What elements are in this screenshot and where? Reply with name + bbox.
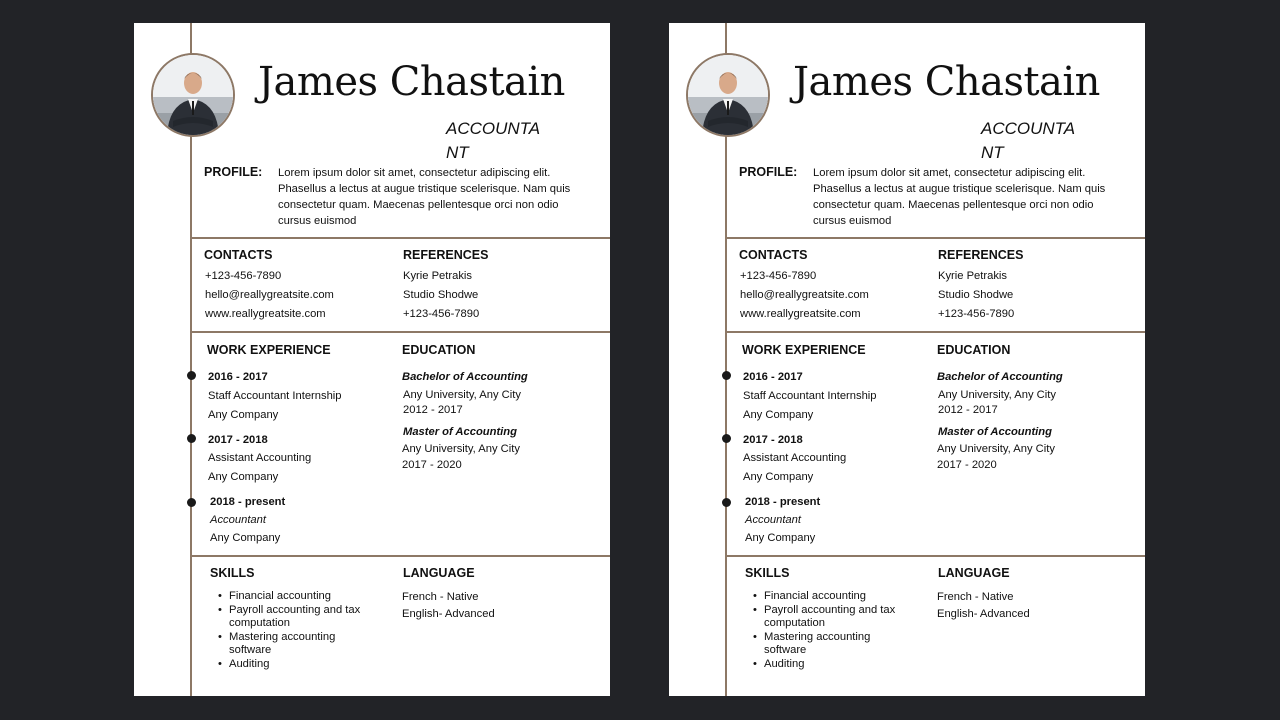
reference-phone: +123-456-7890: [938, 308, 1015, 320]
profile-label: PROFILE:: [204, 165, 263, 179]
skill-item: Auditing: [218, 658, 378, 672]
contact-website: www.reallygreatsite.com: [205, 308, 326, 320]
candidate-name: James Chastain: [793, 59, 1100, 105]
language-heading: LANGUAGE: [403, 566, 475, 580]
profile-text: Lorem ipsum dolor sit amet, consectetur …: [278, 167, 571, 227]
timeline-dot: [187, 434, 196, 443]
work-experience-heading: WORK EXPERIENCE: [207, 343, 331, 357]
work-company: Any Company: [743, 471, 814, 483]
contact-phone: +123-456-7890: [205, 270, 282, 282]
education-degree: Bachelor of Accounting: [937, 371, 1063, 383]
education-school: Any University, Any City: [403, 389, 521, 401]
contacts-heading: CONTACTS: [739, 248, 808, 262]
language-heading: LANGUAGE: [938, 566, 1010, 580]
timeline-vertical-line: [725, 23, 727, 696]
skill-item: Auditing: [753, 658, 913, 672]
resume-page-preview-1: James Chastain ACCOUNTANT PROFILE: Lorem…: [134, 23, 610, 696]
language-item: French - Native: [937, 591, 1014, 603]
contacts-heading: CONTACTS: [204, 248, 273, 262]
work-period: 2017 - 2018: [208, 434, 268, 446]
skill-item: Mastering accounting software: [218, 631, 378, 658]
work-period: 2018 - present: [745, 496, 821, 508]
language-item: French - Native: [402, 591, 479, 603]
work-position: Accountant: [210, 514, 266, 526]
skill-item: Financial accounting: [753, 590, 913, 604]
skill-item: Mastering accounting software: [753, 631, 913, 658]
references-heading: REFERENCES: [938, 248, 1024, 262]
contact-phone: +123-456-7890: [740, 270, 817, 282]
education-degree: Master of Accounting: [938, 426, 1052, 438]
job-title: ACCOUNTANT: [446, 119, 541, 162]
work-company: Any Company: [208, 409, 279, 421]
timeline-dot: [722, 498, 731, 507]
timeline-dot: [187, 498, 196, 507]
timeline-vertical-line: [190, 23, 192, 696]
skills-list: Financial accounting Payroll accounting …: [218, 590, 378, 672]
section-divider: [191, 555, 610, 557]
contact-email: hello@reallygreatsite.com: [205, 289, 334, 301]
language-item: English- Advanced: [937, 608, 1030, 620]
person-photo-icon: [153, 55, 233, 135]
resume-page-preview-2: James Chastain ACCOUNTANT PROFILE: Lorem…: [669, 23, 1145, 696]
skills-list: Financial accounting Payroll accounting …: [753, 590, 913, 672]
education-years: 2012 - 2017: [938, 404, 998, 416]
education-degree: Bachelor of Accounting: [402, 371, 528, 383]
section-divider: [191, 237, 610, 239]
reference-company: Studio Shodwe: [403, 289, 479, 301]
work-company: Any Company: [210, 532, 281, 544]
section-divider: [191, 331, 610, 333]
profile-text: Lorem ipsum dolor sit amet, consectetur …: [813, 167, 1106, 227]
work-period: 2017 - 2018: [743, 434, 803, 446]
education-school: Any University, Any City: [402, 443, 520, 455]
reference-phone: +123-456-7890: [403, 308, 480, 320]
timeline-dot: [722, 434, 731, 443]
education-years: 2012 - 2017: [403, 404, 463, 416]
work-position: Assistant Accounting: [208, 452, 312, 464]
education-school: Any University, Any City: [938, 389, 1056, 401]
skill-item: Payroll accounting and tax computation: [218, 604, 378, 631]
education-heading: EDUCATION: [937, 343, 1011, 357]
work-experience-heading: WORK EXPERIENCE: [742, 343, 866, 357]
section-divider: [726, 237, 1145, 239]
skill-item: Payroll accounting and tax computation: [753, 604, 913, 631]
section-divider: [726, 555, 1145, 557]
person-photo-icon: [688, 55, 768, 135]
contact-email: hello@reallygreatsite.com: [740, 289, 869, 301]
education-school: Any University, Any City: [937, 443, 1055, 455]
timeline-dot: [722, 371, 731, 380]
profile-label: PROFILE:: [739, 165, 798, 179]
profile-photo: [151, 53, 235, 137]
skills-heading: SKILLS: [210, 566, 255, 580]
education-heading: EDUCATION: [402, 343, 476, 357]
language-item: English- Advanced: [402, 608, 495, 620]
skill-item: Financial accounting: [218, 590, 378, 604]
references-heading: REFERENCES: [403, 248, 489, 262]
work-period: 2016 - 2017: [208, 371, 268, 383]
work-position: Staff Accountant Internship: [743, 390, 877, 402]
timeline-dot: [187, 371, 196, 380]
reference-name: Kyrie Petrakis: [403, 270, 473, 282]
job-title: ACCOUNTANT: [981, 119, 1076, 162]
work-company: Any Company: [745, 532, 816, 544]
skills-heading: SKILLS: [745, 566, 790, 580]
education-years: 2017 - 2020: [937, 459, 997, 471]
education-degree: Master of Accounting: [403, 426, 517, 438]
education-years: 2017 - 2020: [402, 459, 462, 471]
reference-company: Studio Shodwe: [938, 289, 1014, 301]
work-company: Any Company: [743, 409, 814, 421]
contact-website: www.reallygreatsite.com: [740, 308, 861, 320]
work-period: 2018 - present: [210, 496, 286, 508]
reference-name: Kyrie Petrakis: [938, 270, 1008, 282]
section-divider: [726, 331, 1145, 333]
work-company: Any Company: [208, 471, 279, 483]
work-period: 2016 - 2017: [743, 371, 803, 383]
work-position: Assistant Accounting: [743, 452, 847, 464]
profile-photo: [686, 53, 770, 137]
work-position: Staff Accountant Internship: [208, 390, 342, 402]
candidate-name: James Chastain: [258, 59, 565, 105]
work-position: Accountant: [745, 514, 801, 526]
